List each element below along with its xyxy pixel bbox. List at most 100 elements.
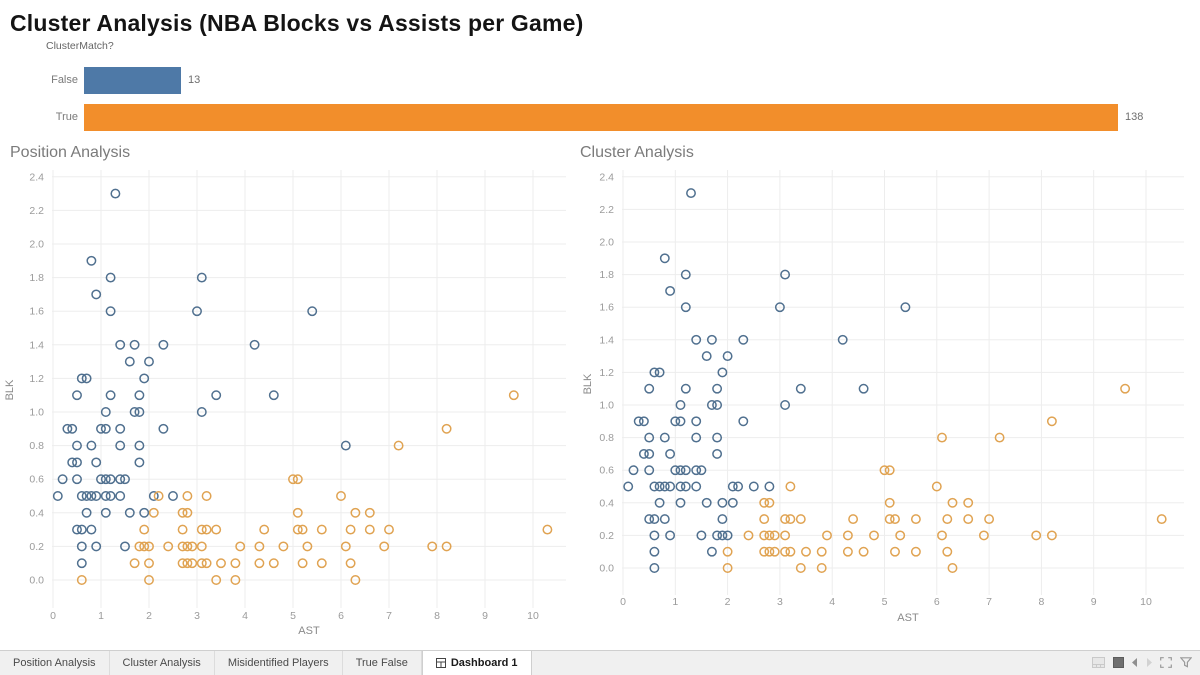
scatter-point[interactable] [842, 546, 853, 557]
scatter-point[interactable] [748, 481, 759, 492]
scatter-point[interactable] [884, 497, 895, 508]
scatter-point[interactable] [759, 497, 770, 508]
scatter-point[interactable] [659, 514, 670, 525]
scatter-point[interactable] [278, 541, 289, 552]
scatter-point[interactable] [86, 440, 97, 451]
scatter-point[interactable] [665, 285, 676, 296]
scatter-point[interactable] [288, 474, 298, 485]
scatter-point[interactable] [717, 514, 728, 525]
scatter-point[interactable] [96, 423, 106, 434]
scatter-point[interactable] [72, 390, 82, 401]
scatter-point[interactable] [182, 507, 193, 518]
scatter-point[interactable] [691, 432, 702, 443]
scatter-point[interactable] [978, 530, 989, 541]
scatter-point[interactable] [644, 432, 655, 443]
scatter-point[interactable] [67, 457, 78, 468]
scatter-point[interactable] [869, 530, 879, 541]
scatter-point[interactable] [292, 474, 303, 485]
scatter-point[interactable] [72, 474, 82, 485]
scatter-point[interactable] [848, 514, 859, 525]
scatter-point[interactable] [139, 541, 150, 552]
scatter-point[interactable] [67, 423, 78, 434]
scatter-point[interactable] [701, 351, 712, 362]
scatter-point[interactable] [706, 400, 717, 410]
scatter-point[interactable] [654, 497, 665, 508]
scatter-point[interactable] [764, 546, 775, 557]
scatter-point[interactable] [931, 481, 942, 492]
scatter-point[interactable] [691, 334, 702, 345]
scatter-point[interactable] [701, 497, 712, 508]
scatter-point[interactable] [177, 524, 188, 535]
scatter-point[interactable] [675, 481, 686, 492]
scatter-point[interactable] [712, 530, 723, 541]
scatter-point[interactable] [139, 373, 150, 384]
scatter-point[interactable] [937, 530, 947, 541]
scatter-point[interactable] [196, 558, 207, 569]
scatter-point[interactable] [785, 514, 796, 525]
scatter-point[interactable] [696, 465, 707, 476]
scatter-point[interactable] [1120, 383, 1131, 394]
scatter-point[interactable] [144, 575, 154, 585]
bar-false[interactable] [84, 67, 181, 94]
scatter-point[interactable] [91, 491, 102, 501]
tab-true-false[interactable]: True False [343, 651, 422, 675]
scatter-point[interactable] [76, 373, 87, 384]
scatter-point[interactable] [795, 514, 806, 525]
scatter-point[interactable] [717, 367, 728, 378]
scatter-point[interactable] [910, 514, 921, 525]
scatter-point[interactable] [134, 541, 145, 552]
scatter-point[interactable] [177, 558, 188, 569]
scatter-point[interactable] [816, 546, 827, 557]
scatter-point[interactable] [211, 524, 222, 535]
scatter-point[interactable] [665, 481, 676, 492]
scatter-point[interactable] [182, 558, 193, 569]
scatter-point[interactable] [680, 302, 691, 313]
scatter-point[interactable] [316, 558, 327, 569]
scatter-point[interactable] [649, 514, 660, 525]
scatter-point[interactable] [96, 474, 106, 485]
scatter-point[interactable] [115, 339, 126, 350]
scatter-point[interactable] [738, 416, 749, 427]
scatter-point[interactable] [910, 546, 921, 557]
scatter-point[interactable] [706, 546, 717, 557]
scatter-point[interactable] [722, 546, 733, 557]
scatter-point[interactable] [441, 423, 452, 434]
tab-position-analysis[interactable]: Position Analysis [0, 651, 110, 675]
scatter-point[interactable] [297, 558, 308, 569]
scatter-point[interactable] [139, 507, 150, 518]
scatter-point[interactable] [340, 541, 351, 552]
scatter-point[interactable] [837, 334, 848, 345]
scatter-point[interactable] [1031, 530, 1042, 541]
scatter-point[interactable] [649, 367, 660, 378]
scatter-point[interactable] [649, 481, 660, 492]
prev-arrow-icon[interactable] [1132, 658, 1138, 667]
scatter-point[interactable] [984, 514, 995, 525]
scatter-point[interactable] [81, 373, 92, 384]
scatter-point[interactable] [81, 507, 92, 518]
scatter-point[interactable] [292, 524, 303, 535]
scatter-point[interactable] [508, 390, 519, 401]
stop-square-icon[interactable] [1113, 657, 1124, 668]
scatter-point[interactable] [163, 541, 174, 552]
scatter-point[interactable] [654, 481, 665, 492]
scatter-point[interactable] [216, 558, 226, 569]
scatter-point[interactable] [937, 432, 947, 443]
scatter-point[interactable] [644, 383, 655, 394]
scatter-point[interactable] [350, 575, 361, 585]
scatter-point[interactable] [670, 465, 681, 476]
scatter-point[interactable] [192, 306, 202, 317]
scatter-point[interactable] [759, 530, 770, 541]
scatter-point[interactable] [780, 514, 791, 525]
scatter-point[interactable] [100, 491, 111, 501]
scatter-point[interactable] [211, 575, 222, 585]
scatter-point[interactable] [649, 546, 660, 557]
scatter-point[interactable] [268, 390, 279, 401]
scatter-point[interactable] [120, 474, 130, 485]
scatter-point[interactable] [665, 530, 676, 541]
scatter-point[interactable] [900, 302, 911, 313]
scatter-point[interactable] [316, 524, 327, 535]
tab-misidentified-players[interactable]: Misidentified Players [215, 651, 343, 675]
scatter-point[interactable] [187, 558, 198, 569]
scatter-point[interactable] [100, 474, 111, 485]
scatter-point[interactable] [727, 497, 738, 508]
